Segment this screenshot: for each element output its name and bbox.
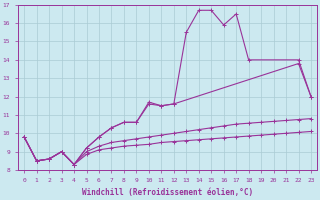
X-axis label: Windchill (Refroidissement éolien,°C): Windchill (Refroidissement éolien,°C) [82, 188, 253, 197]
